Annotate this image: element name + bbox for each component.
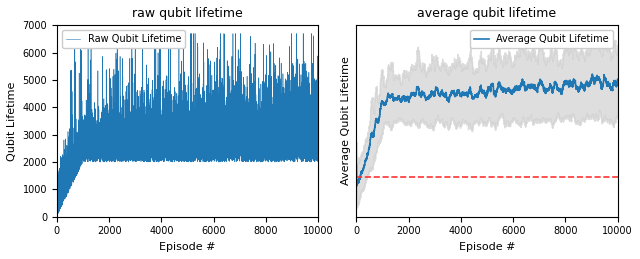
Average Qubit Lifetime <box>614 78 621 81</box>
Title: average qubit lifetime: average qubit lifetime <box>417 7 557 20</box>
Raw Qubit Lifetime <box>54 185 62 188</box>
Raw Qubit Lifetime <box>314 135 322 138</box>
Line: Raw Qubit Lifetime: Raw Qubit Lifetime <box>57 33 318 214</box>
Title: raw qubit lifetime: raw qubit lifetime <box>132 7 243 20</box>
Average Qubit Lifetime <box>353 153 360 156</box>
Raw Qubit Lifetime <box>53 177 61 180</box>
Average Qubit Lifetime <box>353 184 360 188</box>
Average Qubit Lifetime <box>353 179 361 182</box>
Average Qubit Lifetime <box>368 133 376 136</box>
Y-axis label: Average Qubit Lifetime: Average Qubit Lifetime <box>340 56 351 185</box>
Raw Qubit Lifetime <box>71 32 79 35</box>
Average Qubit Lifetime <box>364 155 371 158</box>
Average Qubit Lifetime <box>589 73 596 76</box>
Average Qubit Lifetime <box>404 95 412 98</box>
Raw Qubit Lifetime <box>181 70 189 73</box>
Legend: Raw Qubit Lifetime: Raw Qubit Lifetime <box>61 30 185 48</box>
Line: Average Qubit Lifetime: Average Qubit Lifetime <box>356 74 618 186</box>
X-axis label: Episode #: Episode # <box>459 242 515 252</box>
Raw Qubit Lifetime <box>64 177 72 180</box>
Raw Qubit Lifetime <box>54 213 61 216</box>
Legend: Average Qubit Lifetime: Average Qubit Lifetime <box>470 30 613 48</box>
Average Qubit Lifetime <box>600 77 608 80</box>
X-axis label: Episode #: Episode # <box>159 242 216 252</box>
Raw Qubit Lifetime <box>104 135 112 138</box>
Average Qubit Lifetime <box>480 92 488 95</box>
Raw Qubit Lifetime <box>301 145 308 148</box>
Y-axis label: Qubit Lifetime: Qubit Lifetime <box>7 81 17 161</box>
Raw Qubit Lifetime <box>68 178 76 182</box>
